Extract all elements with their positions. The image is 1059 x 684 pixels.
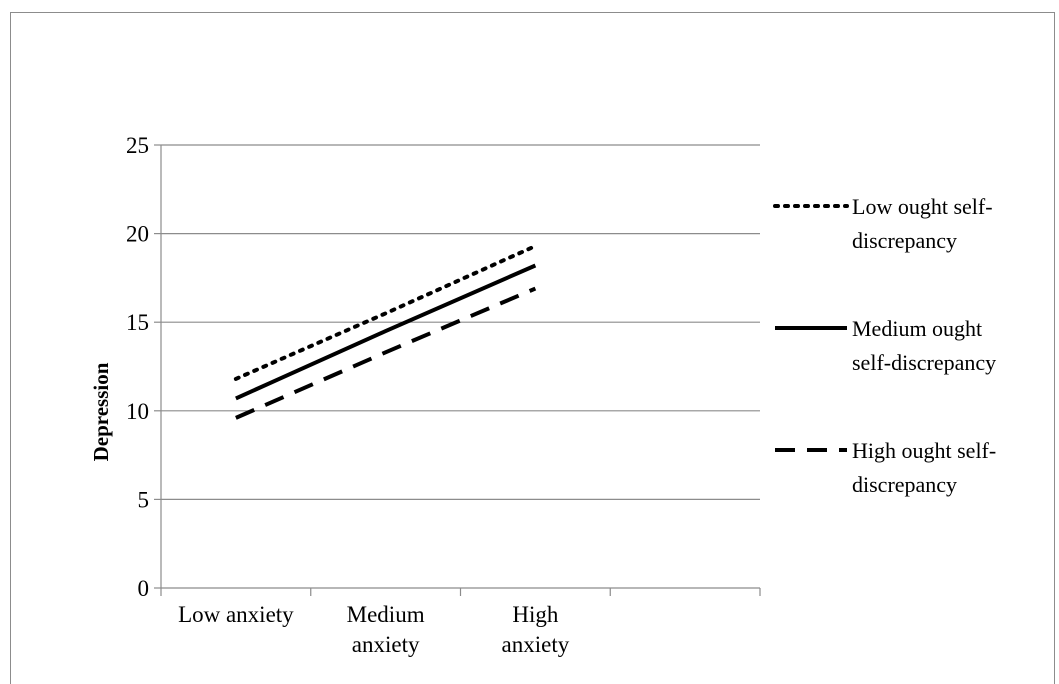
- y-axis-label: Depression: [89, 362, 113, 461]
- chart-frame: [10, 12, 1055, 684]
- axes: 0 5 10 15 20 25 Low anxiety Medium anxiety High an…: [126, 133, 761, 657]
- series-line-1: [235, 263, 537, 401]
- series-line-2: [235, 286, 537, 420]
- x-tick-label-2-1: anxiety: [502, 632, 570, 657]
- x-tick-label-1-1: anxiety: [352, 632, 420, 657]
- legend-label-1-0: Medium ought: [852, 316, 982, 341]
- y-tick-label-20: 20: [126, 222, 149, 247]
- y-tick-label-0: 0: [138, 576, 150, 601]
- legend-label-2-0: High ought self-: [852, 438, 996, 463]
- x-tick-label-0-0: Low anxiety: [178, 602, 294, 627]
- legend-label-0-0: Low ought self-: [852, 194, 993, 219]
- legend-label-1-1: self-discrepancy: [852, 350, 996, 375]
- y-tick-label-10: 10: [126, 399, 149, 424]
- legend: Low ought self-discrepancy Medium ought se…: [773, 194, 996, 497]
- series-line-0: [233, 244, 538, 381]
- legend-label-2-1: discrepancy: [852, 472, 957, 497]
- data-series: [233, 244, 538, 420]
- x-tick-label-1-0: Medium: [347, 602, 425, 627]
- x-tick-label-2-0: High: [512, 602, 559, 627]
- y-tick-label-5: 5: [138, 487, 150, 512]
- legend-label-0-1: discrepancy: [852, 228, 957, 253]
- y-tick-label-25: 25: [126, 133, 149, 158]
- y-tick-label-15: 15: [126, 310, 149, 335]
- grid-lines: [161, 144, 760, 500]
